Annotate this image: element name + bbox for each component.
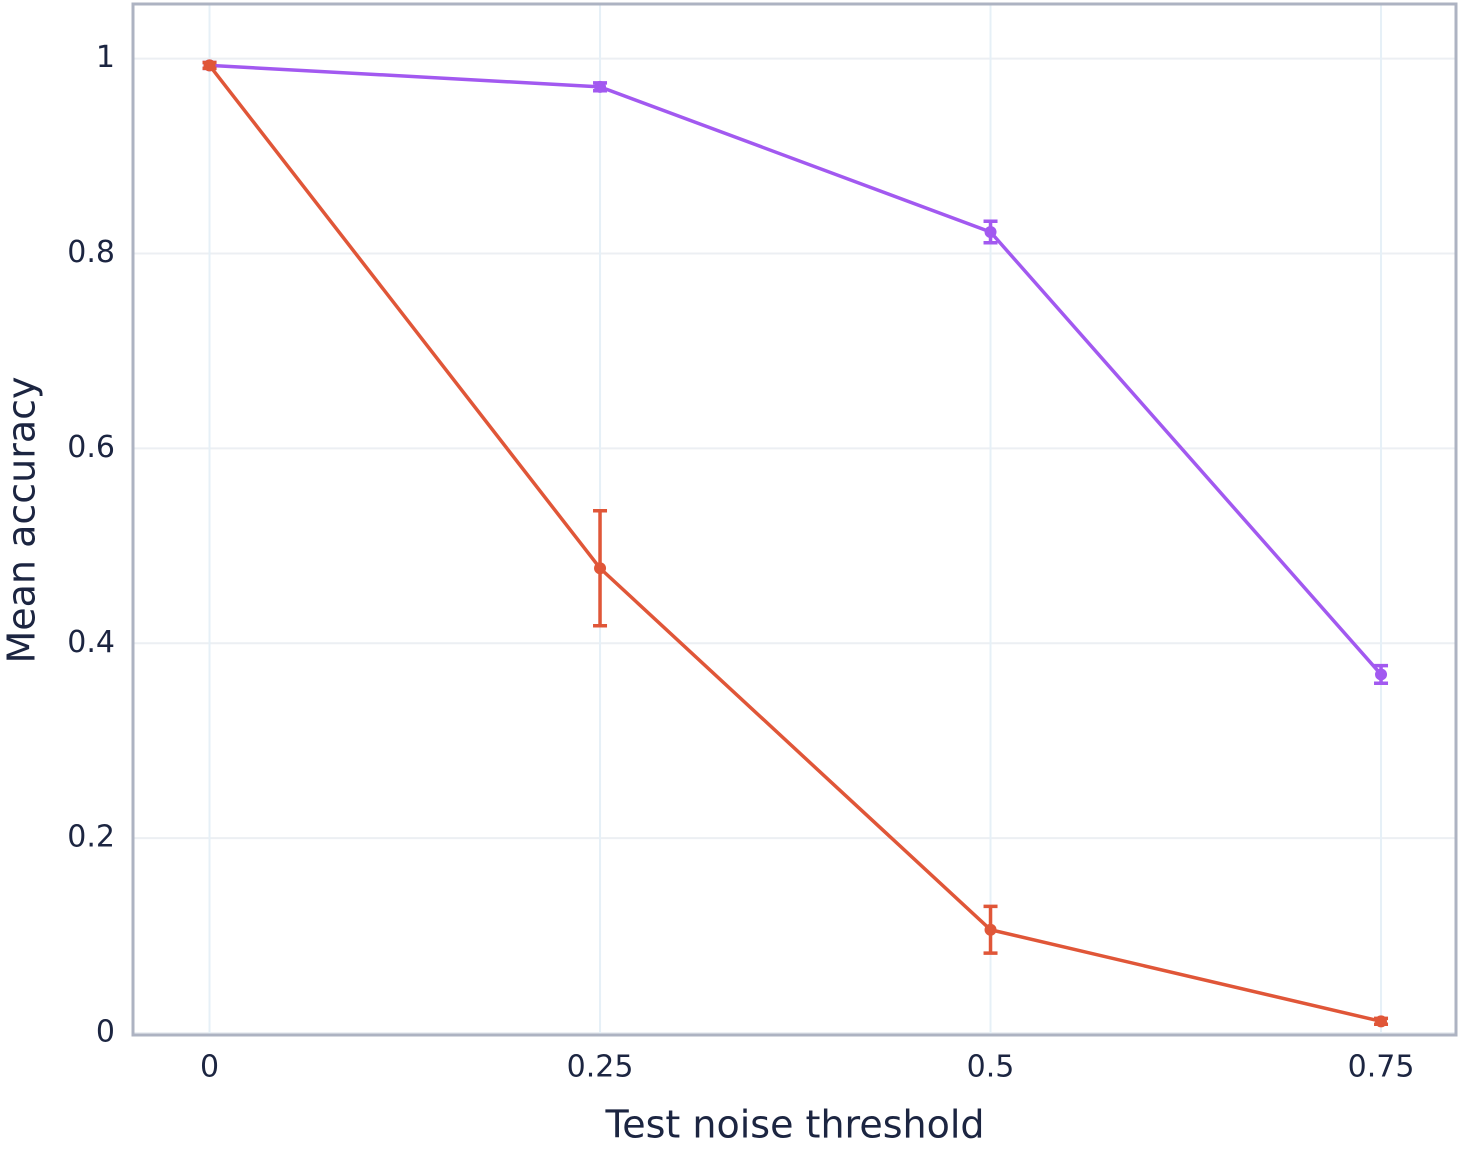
x-tick-label: 0.25 (567, 1050, 634, 1085)
point (594, 562, 607, 575)
series-line (209, 63, 1383, 676)
point (984, 923, 997, 936)
y-tick-label: 0.4 (67, 625, 115, 660)
y-tick-label: 0.6 (67, 430, 115, 465)
x-tick-label: 0 (200, 1050, 219, 1085)
y-tick-label: 0 (96, 1015, 115, 1050)
point (984, 226, 997, 239)
series-line (208, 64, 1382, 1024)
point (1375, 1015, 1388, 1028)
point (594, 80, 607, 93)
plot-frame (131, 2, 1458, 1037)
x-axis-label: Test noise threshold (604, 1103, 984, 1147)
point (203, 59, 216, 72)
x-tick-label: 0.75 (1348, 1050, 1415, 1085)
y-tick-label: 0.8 (67, 235, 115, 270)
y-tick-label: 0.2 (67, 820, 115, 855)
x-tick-label: 0.5 (967, 1050, 1015, 1085)
y-tick-label: 1 (96, 40, 115, 75)
y-axis-label: Mean accuracy (0, 376, 44, 663)
point (1375, 668, 1388, 681)
